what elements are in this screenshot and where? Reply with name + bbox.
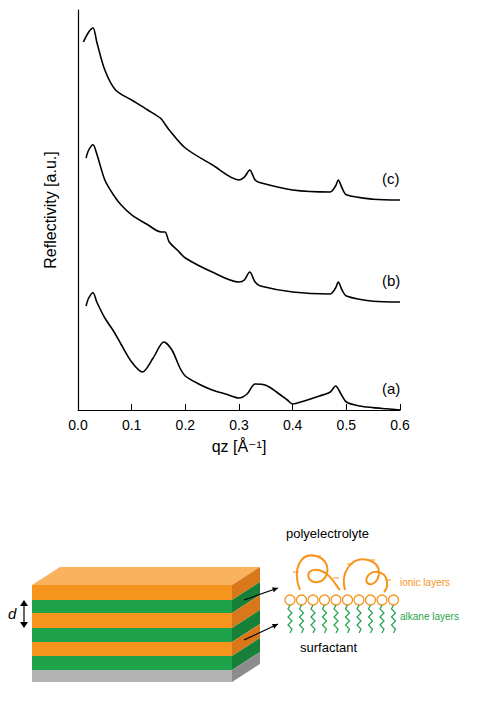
svg-text:ionic layers: ionic layers <box>400 577 450 588</box>
svg-text:(b): (b) <box>382 272 400 289</box>
svg-text:0.4: 0.4 <box>283 417 303 433</box>
svg-text:0.5: 0.5 <box>337 417 357 433</box>
svg-text:qz [Å⁻¹]: qz [Å⁻¹] <box>212 437 267 455</box>
svg-text:d: d <box>8 605 17 622</box>
svg-text:0.3: 0.3 <box>229 417 249 433</box>
svg-text:surfactant: surfactant <box>300 640 357 655</box>
svg-text:Reflectivity [a.u.]: Reflectivity [a.u.] <box>42 151 59 268</box>
svg-text:0.0: 0.0 <box>68 417 88 433</box>
svg-text:(c): (c) <box>382 170 400 187</box>
svg-text:(a): (a) <box>382 380 400 397</box>
svg-text:polyelectrolyte: polyelectrolyte <box>286 526 369 541</box>
svg-text:0.6: 0.6 <box>390 417 410 433</box>
svg-text:0.1: 0.1 <box>122 417 142 433</box>
svg-text:alkane layers: alkane layers <box>400 611 459 622</box>
svg-text:0.2: 0.2 <box>176 417 196 433</box>
